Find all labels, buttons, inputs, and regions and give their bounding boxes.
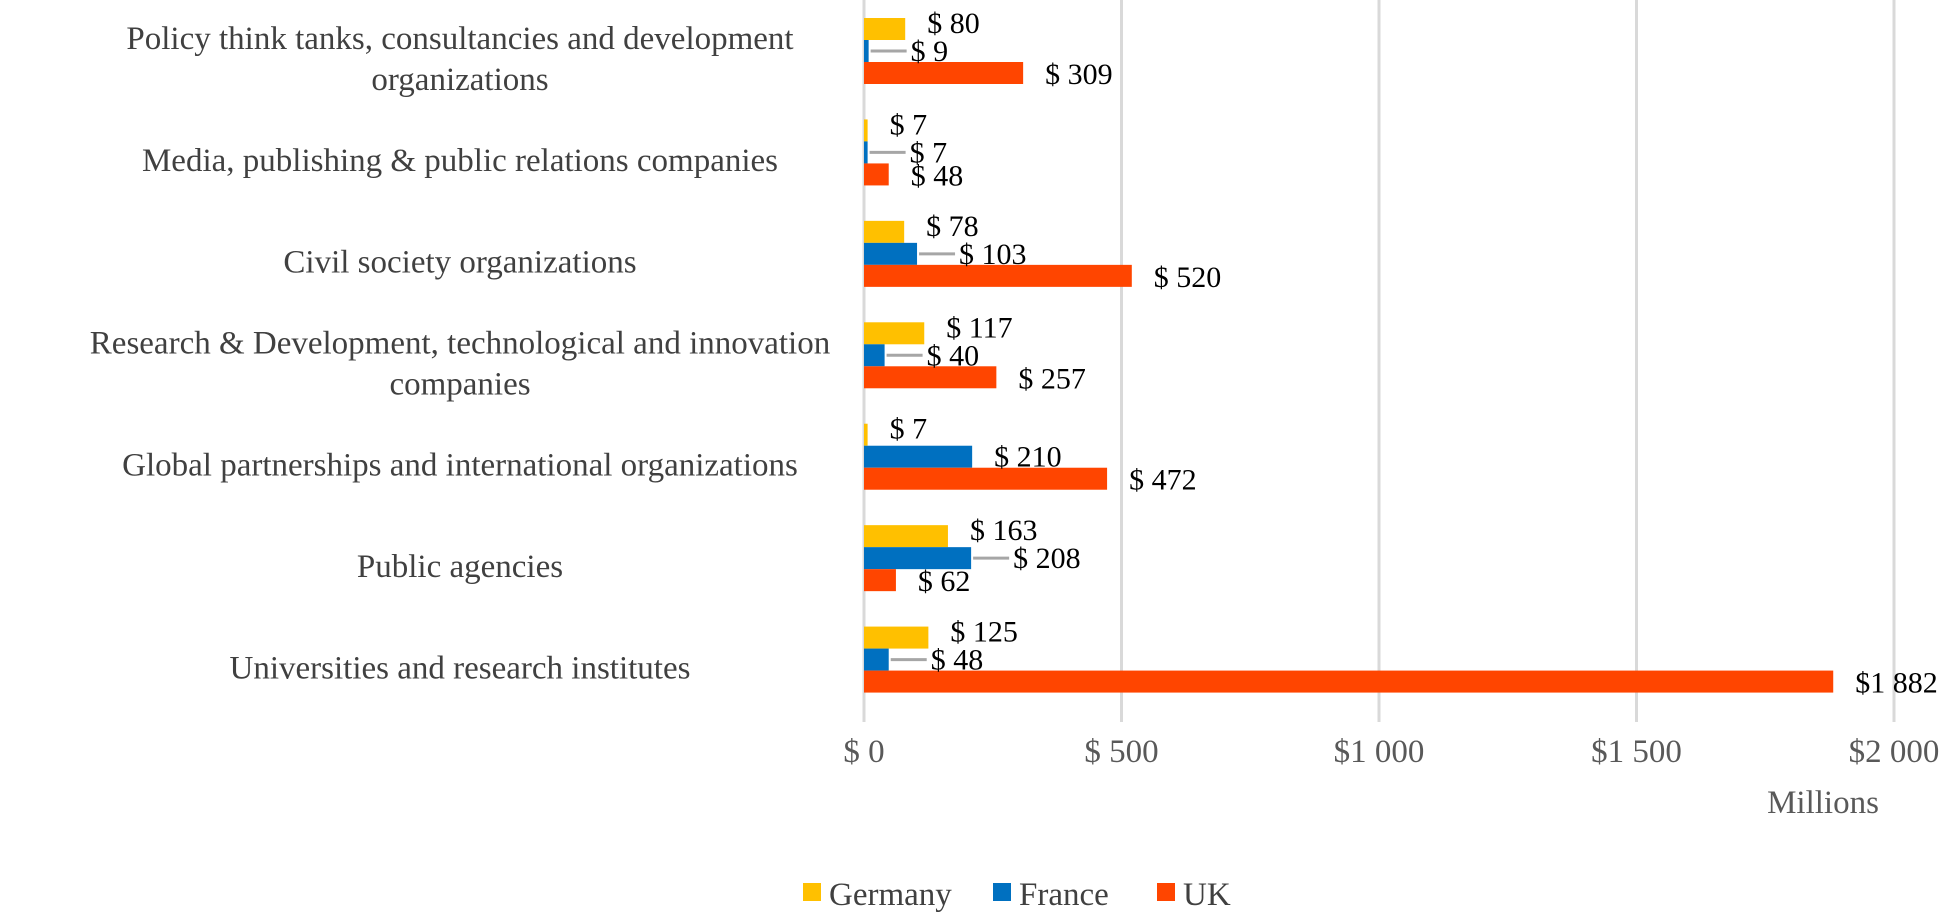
category-label: Policy think tanks, consultancies and de… [126,21,793,98]
data-label-uk: $ 257 [1018,362,1086,395]
category-label: Global partnerships and international or… [122,447,798,483]
legend-swatch-germany [803,883,821,901]
data-label-france: $ 48 [931,644,984,677]
bar-france [864,141,868,164]
legend-label-france: France [1019,877,1109,913]
data-label-uk: $ 48 [911,159,964,192]
data-label-germany: $ 80 [927,7,980,40]
bar-germany [864,220,905,243]
data-label-germany: $ 163 [970,514,1038,547]
x-tick-label: $1 500 [1591,734,1682,770]
legend-swatch-france [993,883,1011,901]
data-label-germany: $ 7 [890,413,928,446]
category-label: Universities and research institutes [230,650,691,686]
data-label-germany: $ 117 [946,311,1012,344]
data-label-germany: $ 7 [890,108,928,141]
bar-uk [864,163,889,186]
bar-germany [864,525,948,548]
data-label-uk: $ 520 [1154,261,1222,294]
legend-swatch-uk [1157,883,1175,901]
x-axis-tick-labels: $ 0 $ 500 $1 000 $1 500 $2 000 [843,734,1939,770]
category-label: Media, publishing & public relations com… [142,143,778,179]
bar-germany [864,322,925,345]
x-tick-label: $2 000 [1849,734,1940,770]
data-label-uk: $1 882 [1855,667,1938,700]
bar-uk [864,670,1834,693]
data-label-france: $ 40 [927,339,980,372]
category-label: Public agencies [357,549,563,585]
data-label-germany: $ 125 [950,616,1018,649]
bar-france [864,547,972,570]
bar-uk [864,569,896,592]
bar-germany [864,626,929,649]
bar-germany [864,18,906,40]
data-label-uk: $ 309 [1045,58,1113,91]
data-label-france: $ 9 [911,35,949,68]
gridlines [862,0,1896,722]
data-label-france: $ 103 [959,238,1026,271]
data-label-france: $ 7 [910,136,948,169]
category-label: Civil society organizations [283,245,636,281]
category-label: Research & Development, technological an… [90,326,830,403]
bar-uk [864,62,1024,84]
data-label-uk: $ 62 [918,565,971,598]
x-tick-label: $ 0 [843,734,884,770]
bar-france [864,344,885,367]
bar-uk [864,467,1108,490]
legend-label-uk: UK [1183,877,1231,913]
legend: Germany France UK [803,877,1231,913]
x-tick-label: $1 000 [1334,734,1425,770]
x-axis-unit-label: Millions [1767,785,1879,821]
bar-france [864,242,918,265]
data-labels: $ 80 $ 7 $ 78 $ 117 $ 7 $ 163 $ 125 $ 9 $ 7 $ 103… [890,7,1938,700]
bar-germany [864,423,868,446]
category-labels: Policy think tanks, consultancies and de… [90,21,830,686]
data-label-uk: $ 472 [1129,464,1197,497]
bars [864,18,1834,693]
bar-uk [864,264,1132,287]
data-label-france: $ 208 [1013,542,1081,575]
data-label-germany: $ 78 [926,210,979,243]
bar-france [864,445,973,468]
bar-france [864,40,869,62]
leader-lines [869,49,1010,662]
legend-label-germany: Germany [829,877,952,913]
bar-germany [864,119,868,142]
bar-france [864,648,889,671]
x-tick-label: $ 500 [1084,734,1158,770]
data-label-france: $ 210 [994,441,1062,474]
bar-uk [864,366,997,389]
